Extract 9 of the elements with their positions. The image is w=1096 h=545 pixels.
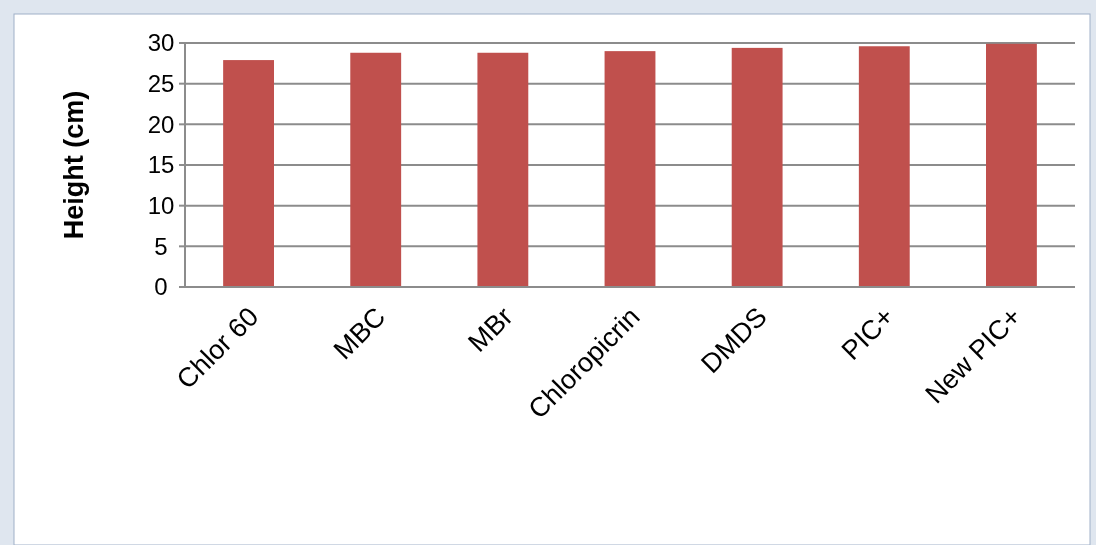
y-tick-label: 20 [147,110,175,138]
y-tick-label: 5 [154,232,168,260]
y-tick-label: 0 [154,273,168,301]
y-tick-label: 30 [147,29,175,57]
y-tick-label: 10 [147,192,175,220]
y-tick-label: 15 [147,151,175,179]
x-tick-label: MBr [462,301,519,358]
y-axis-title: Height (cm) [59,90,89,240]
y-tick-label: 25 [147,70,175,98]
